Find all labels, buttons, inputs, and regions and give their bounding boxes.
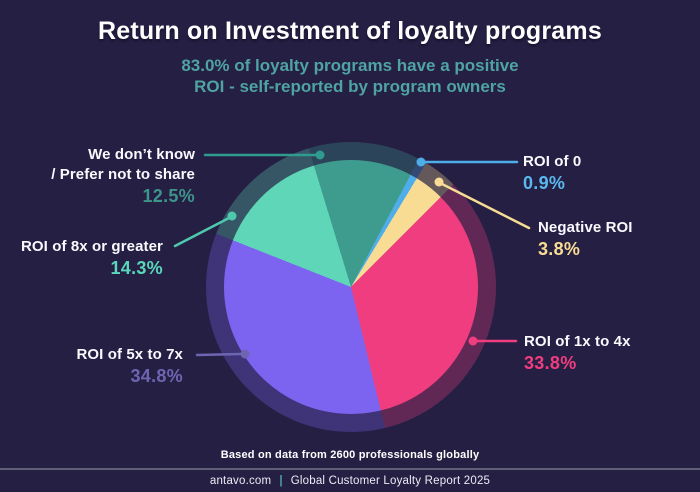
- subtitle-line-1: 83.0% of loyalty programs have a positiv…: [181, 56, 519, 75]
- label-roi-1x-4x: ROI of 1x to 4x 33.8%: [524, 332, 631, 374]
- label-text: ROI of 1x to 4x: [524, 333, 631, 350]
- header: Return on Investment of loyalty programs…: [0, 0, 700, 97]
- subtitle: 83.0% of loyalty programs have a positiv…: [0, 55, 700, 97]
- label-negative-roi: Negative ROI 3.8%: [538, 218, 633, 260]
- footnote: Based on data from 2600 professionals gl…: [220, 449, 480, 461]
- leader-roi-of-0: [416, 157, 519, 167]
- label-text: We don’t know: [88, 146, 195, 163]
- label-text: ROI of 0: [523, 153, 582, 170]
- subtitle-line-2: ROI - self-reported by program owners: [194, 77, 506, 96]
- label-percent: 34.8%: [130, 366, 183, 386]
- label-text: Negative ROI: [538, 219, 633, 236]
- pie: [224, 160, 478, 414]
- label-percent: 14.3%: [110, 258, 163, 278]
- label-roi-8x: ROI of 8x or greater 14.3%: [21, 237, 163, 279]
- label-percent: 12.5%: [142, 186, 195, 206]
- label-roi-5x-7x: ROI of 5x to 7x 34.8%: [76, 345, 183, 387]
- footer-site: antavo.com: [209, 475, 272, 487]
- divider-line: [0, 468, 700, 470]
- label-text: / Prefer not to share: [51, 166, 195, 183]
- label-text: ROI of 8x or greater: [20, 238, 163, 255]
- footer-separator: |: [279, 475, 283, 487]
- label-percent: 0.9%: [523, 173, 566, 193]
- page-title: Return on Investment of loyalty programs: [98, 17, 602, 45]
- label-we-dont-know: We don’t know / Prefer not to share 12.5…: [51, 145, 195, 207]
- label-percent: 3.8%: [538, 239, 581, 259]
- footer-report: Global Customer Loyalty Report 2025: [290, 475, 491, 487]
- footer: antavo.com | Global Customer Loyalty Repor…: [0, 475, 700, 487]
- label-text: ROI of 5x to 7x: [76, 346, 183, 363]
- label-roi-of-0: ROI of 0 0.9%: [523, 152, 581, 194]
- label-percent: 33.8%: [524, 353, 577, 373]
